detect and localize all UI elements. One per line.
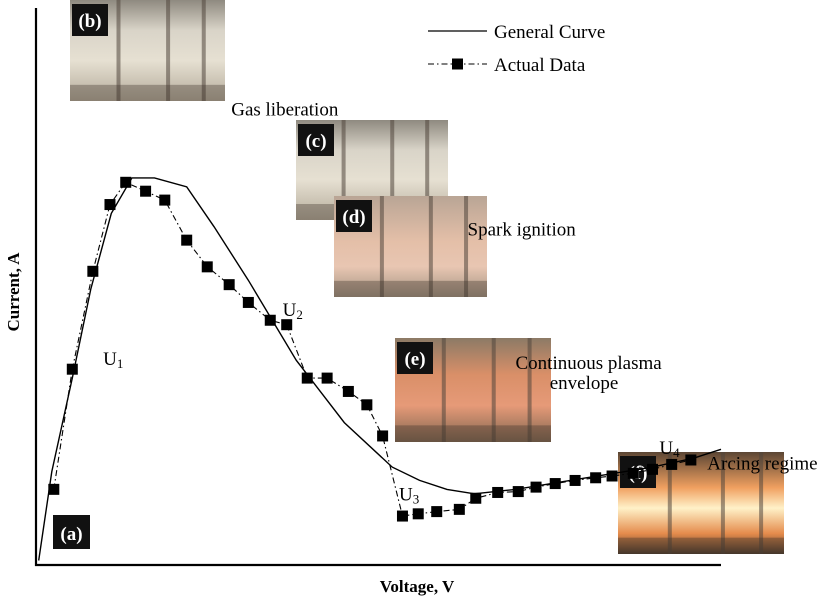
electrode-rod (759, 452, 764, 554)
electrode-rod (166, 0, 171, 101)
experiment-photos: (b) (c) (d) (e) (f) (a) (53, 0, 784, 554)
data-point-10 (223, 279, 235, 291)
data-point-5 (120, 176, 132, 188)
electrode-rod (425, 120, 430, 220)
y-axis-label: Current, A (4, 252, 23, 332)
photo-shadow (70, 84, 225, 101)
data-point-27 (549, 478, 561, 490)
stage-annotation: Arcing regime (707, 453, 817, 474)
curve-annotations: U1 U2 U3 U4 Gas liberation Spark ignition Cont… (103, 100, 817, 507)
x-axis-label: Voltage, V (380, 577, 455, 596)
stage-annotation: Spark ignition (468, 220, 577, 241)
data-point-12 (264, 314, 276, 326)
data-point-19 (396, 510, 408, 522)
voltage-marker-u1: U1 (103, 349, 123, 371)
photo-shadow (334, 280, 487, 297)
data-series (38, 176, 722, 561)
data-point-1 (48, 483, 60, 495)
electrode-rod (491, 338, 496, 442)
data-point-8 (181, 234, 193, 246)
photo-d: (d) (334, 196, 487, 297)
photo-label-box (298, 124, 334, 156)
photo-label-box (53, 515, 90, 549)
data-point-15 (321, 372, 333, 384)
data-point-18 (377, 430, 389, 442)
data-point-4 (104, 199, 116, 211)
electrode-rod (428, 196, 433, 297)
stage-annotation: Gas liberation (231, 100, 339, 121)
electrode-rod (667, 452, 672, 554)
data-point-32 (647, 463, 658, 475)
electrode-rod (390, 120, 395, 220)
photo-label-box (72, 4, 108, 36)
photo-shadow (395, 425, 551, 442)
photo-label: (a) (60, 524, 82, 545)
photo-label: (b) (78, 11, 101, 32)
photo-e: (e) (395, 338, 551, 442)
data-point-33 (666, 458, 678, 470)
data-point-2 (66, 363, 78, 375)
electrode-rod (201, 0, 206, 101)
photo-a: (a) (53, 515, 90, 549)
data-point-16 (342, 385, 354, 397)
photo-label-box (336, 200, 372, 232)
data-point-13 (281, 319, 293, 331)
photo-shadow (618, 537, 784, 554)
data-point-24 (492, 486, 504, 498)
stage-annotation: envelope (550, 373, 619, 394)
data-point-9 (201, 261, 213, 273)
data-point-25 (512, 486, 524, 498)
data-point-14 (301, 372, 313, 384)
electrode-rod (116, 0, 121, 101)
data-point-20 (412, 508, 424, 520)
photo-b: (b) (70, 0, 225, 101)
data-point-23 (470, 492, 482, 504)
data-point-30 (606, 470, 618, 482)
data-point-17 (361, 399, 373, 411)
legend-marker-actual-data (452, 58, 463, 70)
photo-label: (d) (342, 207, 365, 228)
photo-label: (e) (404, 349, 425, 370)
photo-label-box (397, 342, 433, 374)
electrode-rod (379, 196, 384, 297)
electrode-rod (464, 196, 469, 297)
photo-f: (f) (618, 452, 784, 554)
legend-label-general-curve: General Curve (494, 22, 605, 43)
data-point-6 (140, 185, 152, 197)
voltage-marker-u2: U2 (283, 300, 303, 322)
series-line-general-curve (38, 177, 722, 561)
data-point-34 (685, 454, 697, 466)
data-point-28 (569, 474, 581, 486)
voltage-marker-u4: U4 (659, 438, 680, 460)
legend: General Curve Actual Data (428, 22, 605, 76)
data-point-31 (627, 467, 639, 479)
voltage-marker-u3: U3 (399, 484, 419, 506)
data-point-21 (431, 506, 443, 518)
data-point-26 (530, 481, 542, 493)
electrode-rod (441, 338, 446, 442)
data-point-7 (159, 194, 171, 206)
electrode-rod (527, 338, 532, 442)
photo-label: (c) (305, 131, 326, 152)
data-point-29 (590, 472, 602, 484)
electrode-rod (341, 120, 346, 220)
legend-label-actual-data: Actual Data (494, 55, 586, 76)
electrode-rod (720, 452, 725, 554)
data-point-3 (87, 265, 99, 277)
stage-annotation: Continuous plasma (516, 353, 663, 374)
data-point-11 (242, 296, 254, 308)
data-point-22 (453, 503, 465, 515)
